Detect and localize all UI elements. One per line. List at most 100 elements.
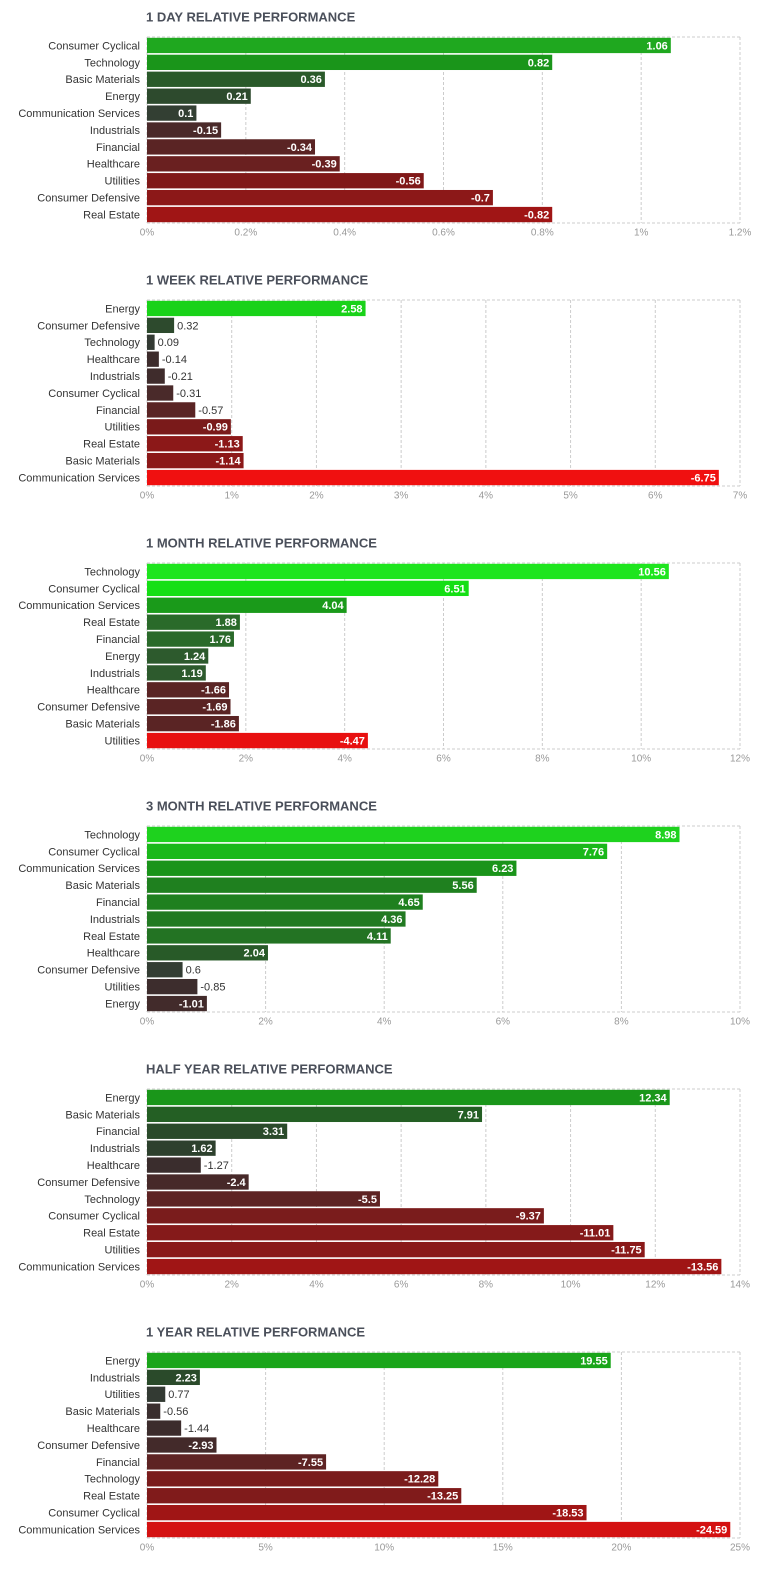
x-tick-label: 0.2% (234, 228, 257, 239)
bar (147, 894, 423, 910)
value-label: -0.31 (176, 388, 201, 400)
category-label: Technology (84, 1474, 140, 1486)
value-label: -0.14 (162, 354, 187, 366)
bar (147, 665, 206, 681)
bar (147, 843, 608, 860)
x-tick-label: 0% (140, 1543, 155, 1554)
category-label: Basic Materials (65, 719, 140, 731)
category-label: Utilities (105, 982, 141, 994)
chart-title: HALF YEAR RELATIVE PERFORMANCE (146, 1061, 393, 1076)
category-label: Energy (105, 1092, 140, 1104)
x-tick-label: 0% (140, 1017, 155, 1028)
category-label: Financial (96, 634, 140, 646)
bar (147, 300, 366, 317)
category-label: Healthcare (87, 1160, 140, 1172)
value-label: 0.77 (168, 1389, 189, 1401)
category-label: Industrials (90, 371, 141, 383)
value-label: 1.62 (191, 1143, 212, 1155)
value-label: 7.91 (458, 1109, 479, 1121)
value-label: -12.28 (404, 1474, 435, 1486)
bar (147, 978, 198, 995)
category-label: Technology (84, 337, 140, 349)
bar (147, 1106, 483, 1123)
bar (147, 995, 207, 1012)
category-label: Healthcare (87, 354, 140, 366)
category-label: Healthcare (87, 948, 140, 960)
value-label: 0.21 (226, 91, 247, 103)
value-label: -1.69 (202, 702, 227, 714)
value-label: -1.86 (211, 719, 236, 731)
bar (147, 317, 175, 334)
bar (147, 1504, 587, 1521)
bar (147, 1437, 217, 1453)
bar (147, 1471, 439, 1487)
category-label: Communication Services (18, 472, 140, 484)
value-label: 0.36 (300, 74, 321, 86)
category-label: Industrials (90, 125, 141, 137)
value-label: 2.23 (175, 1372, 196, 1384)
x-tick-label: 6% (648, 491, 663, 502)
chart-title: 1 WEEK RELATIVE PERFORMANCE (146, 272, 369, 287)
value-label: -4.47 (340, 735, 365, 747)
bar (147, 173, 424, 189)
bar (147, 71, 325, 87)
category-label: Real Estate (83, 617, 140, 629)
bar (147, 597, 347, 613)
bar (147, 580, 469, 597)
x-tick-label: 3% (394, 491, 409, 502)
bar (147, 563, 669, 580)
category-label: Healthcare (87, 159, 140, 171)
x-tick-label: 0.8% (531, 228, 554, 239)
category-label: Communication Services (18, 1261, 140, 1273)
x-tick-label: 25% (730, 1543, 750, 1554)
category-label: Utilities (105, 1389, 141, 1401)
value-label: -1.44 (184, 1423, 209, 1435)
value-label: 0.6 (186, 965, 201, 977)
category-label: Basic Materials (65, 1406, 140, 1418)
category-label: Technology (84, 829, 140, 841)
bar (147, 962, 183, 978)
bar (147, 860, 517, 876)
x-tick-label: 8% (535, 754, 550, 765)
category-label: Basic Materials (65, 456, 140, 468)
bar (147, 1420, 182, 1436)
value-label: -0.57 (198, 405, 223, 417)
value-label: -5.5 (358, 1194, 377, 1206)
value-label: -1.27 (204, 1160, 229, 1172)
category-label: Consumer Defensive (37, 965, 140, 977)
bar (147, 88, 251, 104)
bar (147, 1521, 731, 1538)
category-label: Consumer Cyclical (48, 40, 140, 52)
bar (147, 1089, 670, 1106)
x-tick-label: 0% (140, 491, 155, 502)
category-label: Utilities (105, 1245, 141, 1257)
x-tick-label: 0% (140, 228, 155, 239)
x-tick-label: 2% (239, 754, 254, 765)
category-label: Utilities (105, 422, 141, 434)
x-tick-label: 14% (730, 1280, 750, 1291)
value-label: -1.01 (179, 998, 204, 1010)
category-label: Technology (84, 57, 140, 69)
value-label: 7.76 (583, 846, 604, 858)
x-tick-label: 1% (224, 491, 239, 502)
x-tick-label: 1% (634, 228, 649, 239)
value-label: -2.4 (227, 1177, 247, 1189)
bar (147, 1352, 611, 1369)
value-label: -0.99 (203, 422, 228, 434)
category-label: Industrials (90, 668, 141, 680)
value-label: -9.37 (516, 1211, 541, 1223)
value-label: 4.04 (322, 600, 344, 612)
category-label: Financial (96, 1457, 140, 1469)
value-label: -1.66 (201, 685, 226, 697)
value-label: 4.11 (367, 931, 388, 943)
chart-title: 1 YEAR RELATIVE PERFORMANCE (146, 1324, 365, 1339)
value-label: 12.34 (639, 1092, 667, 1104)
category-label: Consumer Defensive (37, 193, 140, 205)
x-tick-label: 1.2% (729, 228, 752, 239)
category-label: Consumer Cyclical (48, 1508, 140, 1520)
category-label: Financial (96, 1126, 140, 1138)
value-label: -7.55 (298, 1457, 323, 1469)
x-tick-label: 4% (309, 1280, 324, 1291)
category-label: Real Estate (83, 439, 140, 451)
bar (147, 189, 493, 206)
